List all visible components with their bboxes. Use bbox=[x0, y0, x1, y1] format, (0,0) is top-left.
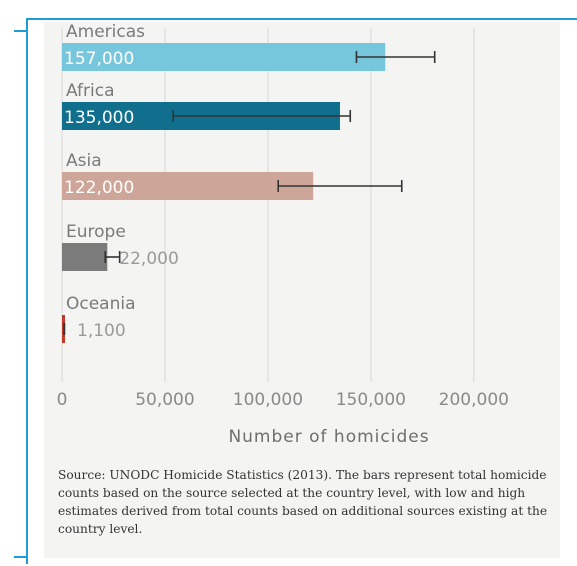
x-tick-label: 150,000 bbox=[336, 390, 406, 410]
source-note: Source: UNODC Homicide Statistics (2013)… bbox=[58, 468, 548, 536]
frame-corner-tick bbox=[14, 30, 26, 32]
frame-corner-tick bbox=[14, 556, 26, 558]
bar-value-label: 1,100 bbox=[77, 321, 126, 341]
x-tick-label: 100,000 bbox=[233, 390, 303, 410]
bar bbox=[62, 172, 314, 200]
bar-value-label: 135,000 bbox=[64, 108, 134, 128]
bar-value-label: 157,000 bbox=[64, 49, 134, 69]
bar bbox=[62, 243, 108, 271]
category-label: Africa bbox=[66, 81, 115, 101]
category-label: Americas bbox=[66, 22, 145, 42]
frame-top-border bbox=[26, 18, 577, 20]
frame-left-border bbox=[26, 18, 28, 564]
bar-value-label: 22,000 bbox=[119, 249, 178, 269]
x-axis-label: Number of homicides bbox=[228, 427, 430, 447]
category-label: Oceania bbox=[66, 294, 136, 314]
x-tick-label: 200,000 bbox=[439, 390, 509, 410]
category-label: Asia bbox=[66, 151, 102, 171]
x-tick-label: 0 bbox=[57, 390, 68, 410]
bar-chart: 0 50,000 100,000 150,000 200,000 Americas 157,… bbox=[57, 22, 509, 410]
category-label: Europe bbox=[66, 222, 126, 242]
bar-value-label: 122,000 bbox=[64, 178, 134, 198]
x-tick-label: 50,000 bbox=[135, 390, 194, 410]
bar bbox=[62, 43, 386, 71]
